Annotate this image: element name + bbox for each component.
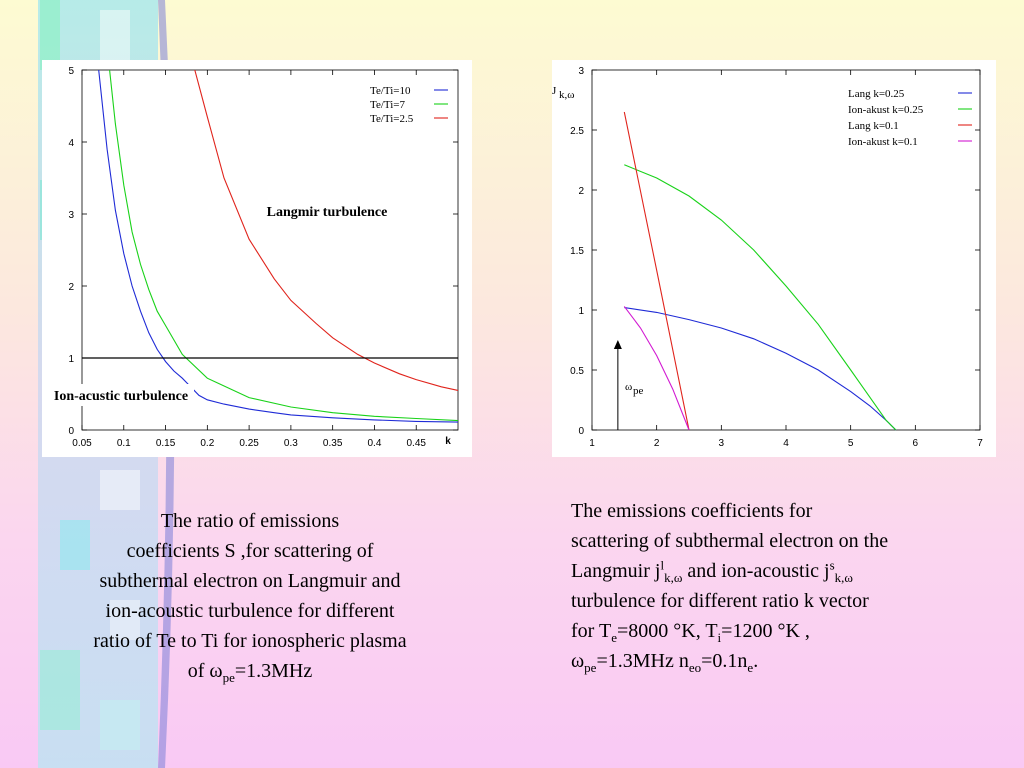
omega-annotation-subscript: pe	[633, 385, 644, 397]
annotation-background	[48, 384, 194, 406]
legend-label: Lang k=0.25	[848, 88, 905, 100]
x-tick-label: 0.2	[200, 438, 214, 449]
x-axis-label: k	[445, 436, 451, 447]
x-tick-label: 7	[977, 438, 983, 449]
x-tick-label: 0.35	[323, 438, 343, 449]
caption-text: and ion-acoustic j	[682, 560, 830, 582]
y-tick-label: 5	[68, 66, 74, 77]
caption-subscript: k,ω	[834, 570, 853, 585]
caption-text: =1.3MHz n	[596, 650, 689, 672]
ion-acoustic-annotation: Ion-acustic turbulence	[54, 389, 188, 404]
caption-subscript: e	[747, 660, 754, 675]
left-caption-line: of ωpe=1.3MHz	[44, 656, 456, 686]
y-tick-label: 1.5	[570, 246, 584, 257]
caption-subscript: eo	[688, 660, 702, 675]
caption-superscript: l	[660, 557, 665, 573]
y-tick-label: 4	[68, 138, 74, 149]
y-tick-label: 1	[578, 306, 584, 317]
left-caption-line: subthermal electron on Langmuir and	[99, 570, 401, 592]
series-line	[98, 69, 459, 423]
legend-label: Ion-akust k=0.1	[848, 136, 918, 148]
right-caption-line: The emissions coefficients for	[571, 500, 813, 522]
y-axis-label-subscript: k,ω	[559, 89, 575, 101]
series-line	[109, 69, 459, 422]
caption-superscript: s	[829, 557, 835, 573]
series-line	[624, 164, 897, 431]
caption-text: =1200 °K ,	[721, 620, 810, 642]
omega-annotation: ω	[625, 381, 632, 393]
x-tick-label: 0.15	[156, 438, 176, 449]
right-caption: The emissions coefficients for scatterin…	[571, 496, 991, 676]
left-caption-line: ion-acoustic turbulence for different	[105, 600, 395, 622]
caption-subscript: e	[611, 630, 617, 645]
x-tick-label: 0.05	[72, 438, 92, 449]
y-tick-label: 3	[68, 210, 74, 221]
x-tick-label: 0.25	[239, 438, 259, 449]
y-tick-label: 2.5	[570, 126, 584, 137]
x-tick-label: 3	[719, 438, 725, 449]
series-line	[623, 306, 690, 431]
caption-text: ω	[571, 650, 585, 672]
x-tick-label: 4	[783, 438, 789, 449]
caption-subscript: pe	[584, 660, 597, 675]
caption-subscript: pe	[222, 670, 235, 685]
y-tick-label: 0.5	[570, 366, 584, 377]
right-caption-line: scattering of subthermal electron on the	[571, 530, 889, 552]
caption-text: =0.1n	[701, 650, 748, 672]
right-caption-line: ωpe=1.3MHz neo=0.1ne.	[571, 646, 991, 676]
right-caption-line: turbulence for different ratio k vector	[571, 590, 869, 612]
legend-label: Te/Ti=10	[370, 85, 411, 97]
x-tick-label: 0.1	[117, 438, 131, 449]
langmuir-annotation: Langmir turbulence	[267, 205, 388, 220]
x-tick-label: 2	[654, 438, 660, 449]
plot-frame	[591, 69, 981, 431]
y-axis-label: J	[552, 85, 557, 97]
right-caption-line: Langmuir jlk,ω and ion-acoustic jsk,ω	[571, 556, 991, 586]
left-caption-line: coefficients S ,for scattering of	[126, 540, 374, 562]
caption-text: Langmuir j	[571, 560, 661, 582]
plot-frame	[81, 69, 459, 431]
caption-text: =1.3MHz	[234, 660, 313, 682]
series-line	[194, 69, 459, 391]
caption-text: .	[753, 650, 759, 672]
caption-text: of ω	[187, 660, 223, 682]
y-tick-label: 1	[68, 354, 74, 365]
legend-label: Te/Ti=2.5	[370, 113, 414, 125]
y-tick-label: 2	[68, 282, 74, 293]
right-caption-line: for Te=8000 °K, Ti=1200 °K ,	[571, 616, 991, 646]
emission-chart: 1 2 3 4 5 6 7 0 0.5 1 1.5 2 2.5 3 J k,ω Lang k=0.25 Ion-a…	[552, 66, 983, 449]
left-caption-line: The ratio of emissions	[160, 510, 340, 532]
ratio-chart-panel: 0.05 0.1 0.15 0.2 0.25 0.3 0.35 0.4 0.45 0 1 2 3 4 5 Te…	[42, 60, 472, 457]
y-tick-label: 0	[578, 426, 584, 437]
arrow-head	[613, 340, 622, 349]
legend-label: Ion-akust k=0.25	[848, 104, 924, 116]
legend-label: Te/Ti=7	[370, 99, 405, 111]
x-tick-label: 1	[589, 438, 595, 449]
y-tick-label: 0	[68, 426, 74, 437]
caption-text: =8000 °K, T	[616, 620, 718, 642]
x-tick-label: 0.45	[406, 438, 426, 449]
x-tick-label: 0.3	[284, 438, 298, 449]
x-tick-label: 6	[913, 438, 919, 449]
caption-text: for T	[571, 620, 612, 642]
ratio-chart: 0.05 0.1 0.15 0.2 0.25 0.3 0.35 0.4 0.45 0 1 2 3 4 5 Te…	[48, 66, 459, 449]
y-tick-label: 3	[578, 66, 584, 77]
caption-subscript: i	[717, 630, 722, 645]
left-caption-line: ratio of Te to Ti for ionospheric plasma	[93, 630, 407, 652]
left-caption: The ratio of emissions coefficients S ,f…	[44, 506, 456, 686]
x-tick-label: 0.4	[367, 438, 381, 449]
series-line	[624, 307, 897, 431]
series-line	[623, 111, 690, 431]
x-tick-label: 5	[848, 438, 854, 449]
legend-label: Lang k=0.1	[848, 120, 899, 132]
y-tick-label: 2	[578, 186, 584, 197]
caption-subscript: k,ω	[664, 570, 683, 585]
